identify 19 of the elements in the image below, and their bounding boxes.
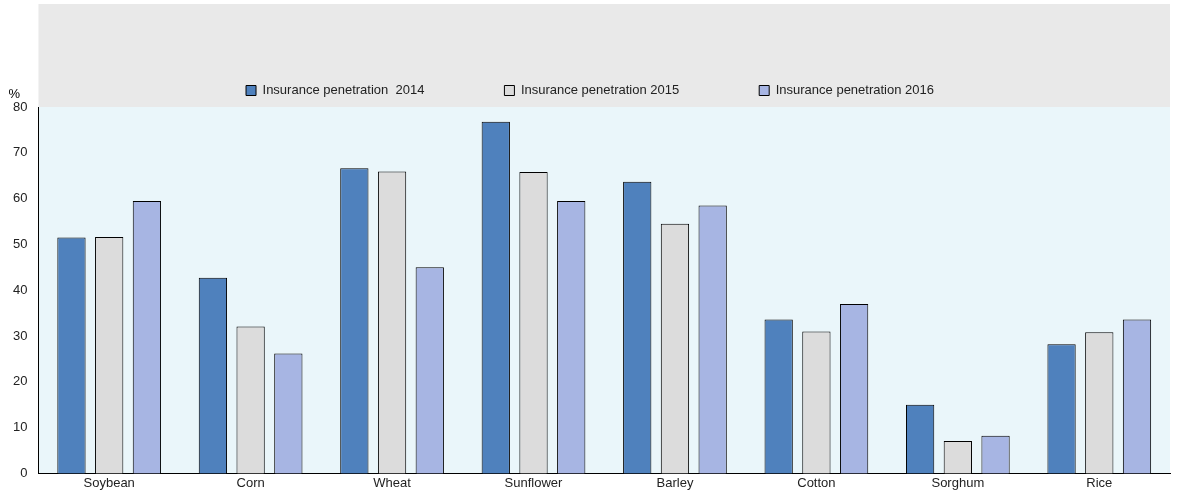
x-tick-label: Soybean [83, 474, 135, 490]
x-tick-label: Rice [1086, 474, 1113, 490]
legend-label: Insurance penetration 2016 [775, 82, 934, 98]
x-tick-label: Cotton [797, 474, 836, 490]
x-tick-label: Wheat [373, 474, 412, 490]
y-tick-label: 20 [12, 373, 28, 389]
y-tick-label: 40 [12, 281, 28, 297]
x-tick-label: Corn [236, 474, 265, 490]
legend-label: Insurance penetration 2014 [262, 82, 425, 98]
legend-label: Insurance penetration 2015 [520, 82, 680, 98]
y-tick-label: 70 [12, 144, 28, 160]
x-tick-label: Sunflower [504, 474, 564, 490]
y-tick-label: 0 [20, 464, 28, 480]
y-tick-label: 60 [12, 190, 28, 206]
y-tick-label: 10 [12, 419, 28, 435]
x-tick-label: Barley [656, 474, 694, 490]
y-tick-label: 50 [12, 235, 28, 251]
y-tick-label: 30 [12, 327, 28, 343]
x-tick-label: Sorghum [931, 474, 985, 490]
